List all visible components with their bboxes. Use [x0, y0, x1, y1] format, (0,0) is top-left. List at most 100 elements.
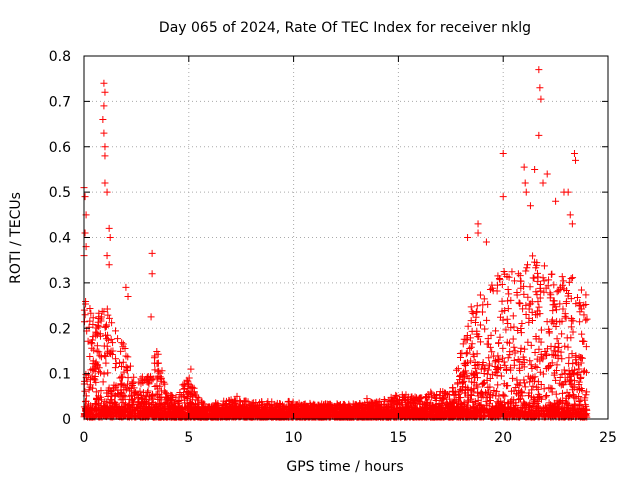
- data-point-outlier: [101, 88, 109, 96]
- data-point: [484, 383, 492, 391]
- data-point: [540, 277, 548, 285]
- data-point: [483, 370, 491, 378]
- data-point: [580, 368, 588, 376]
- data-point: [149, 407, 157, 415]
- x-tick-label: 10: [285, 430, 303, 446]
- data-point: [559, 277, 567, 285]
- data-point: [122, 352, 130, 360]
- data-point: [492, 327, 500, 335]
- data-point-outlier: [474, 220, 482, 228]
- data-point: [118, 339, 126, 347]
- data-point: [463, 401, 471, 409]
- data-point-outlier: [543, 170, 551, 178]
- y-tick-label: 0.5: [49, 185, 71, 201]
- data-point: [477, 338, 485, 346]
- data-point: [476, 321, 484, 329]
- data-point: [290, 406, 298, 414]
- data-point: [467, 357, 475, 365]
- data-point: [92, 388, 100, 396]
- data-point: [516, 272, 524, 280]
- data-point: [324, 403, 332, 411]
- data-point: [462, 335, 470, 343]
- data-point: [583, 388, 591, 396]
- data-point: [495, 392, 503, 400]
- data-point-outlier: [148, 270, 156, 278]
- data-point: [522, 310, 530, 318]
- data-point: [338, 403, 346, 411]
- data-point: [519, 353, 527, 361]
- data-point: [568, 386, 576, 394]
- data-point: [153, 360, 161, 368]
- data-point: [491, 369, 499, 377]
- data-point: [142, 393, 150, 401]
- data-point: [551, 404, 559, 412]
- data-point: [522, 301, 530, 309]
- data-point: [582, 316, 590, 324]
- data-point: [507, 324, 515, 332]
- data-point: [509, 312, 517, 320]
- y-axis-label: ROTI / TECUs: [8, 192, 24, 284]
- data-point: [567, 334, 575, 342]
- data-point: [518, 392, 526, 400]
- data-point: [99, 378, 107, 386]
- data-point: [130, 373, 138, 381]
- data-point: [393, 411, 401, 419]
- data-point: [449, 398, 457, 406]
- data-point: [96, 332, 104, 340]
- data-point: [509, 335, 517, 343]
- data-point: [137, 409, 145, 417]
- data-point: [285, 398, 293, 406]
- data-point: [303, 409, 311, 417]
- data-point: [351, 404, 359, 412]
- data-point: [382, 412, 390, 420]
- data-point: [145, 400, 153, 408]
- data-point: [281, 406, 289, 414]
- data-point: [403, 407, 411, 415]
- data-point: [548, 385, 556, 393]
- data-point-outlier: [474, 229, 482, 237]
- data-point: [486, 285, 494, 293]
- x-tick-label: 20: [494, 430, 512, 446]
- data-point: [537, 326, 545, 334]
- data-point: [525, 404, 533, 412]
- data-point: [268, 403, 276, 411]
- data-point: [502, 326, 510, 334]
- data-point: [457, 354, 465, 362]
- data-point: [486, 343, 494, 351]
- data-point: [494, 411, 502, 419]
- data-point: [507, 387, 515, 395]
- data-point: [102, 331, 110, 339]
- x-tick-label: 5: [184, 430, 193, 446]
- data-point: [155, 409, 163, 417]
- data-point: [562, 399, 570, 407]
- data-point: [86, 383, 94, 391]
- data-point: [522, 267, 530, 275]
- data-point: [467, 303, 475, 311]
- data-point: [486, 375, 494, 383]
- data-point: [459, 379, 467, 387]
- data-point: [548, 316, 556, 324]
- data-point: [560, 366, 568, 374]
- data-point: [454, 408, 462, 416]
- data-point: [540, 385, 548, 393]
- data-point-outlier: [101, 143, 109, 151]
- data-point-outlier: [81, 193, 89, 201]
- data-point: [126, 409, 134, 417]
- data-point: [517, 348, 525, 356]
- data-point: [164, 409, 172, 417]
- data-point: [463, 359, 471, 367]
- data-point: [529, 382, 537, 390]
- data-point: [90, 346, 98, 354]
- data-point: [464, 322, 472, 330]
- data-point: [473, 302, 481, 310]
- data-point: [114, 335, 122, 343]
- data-point: [459, 406, 467, 414]
- data-point: [103, 335, 111, 343]
- data-point: [111, 364, 119, 372]
- data-point: [557, 381, 565, 389]
- data-point: [499, 391, 507, 399]
- data-point: [582, 343, 590, 351]
- data-point: [496, 363, 504, 371]
- data-point: [359, 409, 367, 417]
